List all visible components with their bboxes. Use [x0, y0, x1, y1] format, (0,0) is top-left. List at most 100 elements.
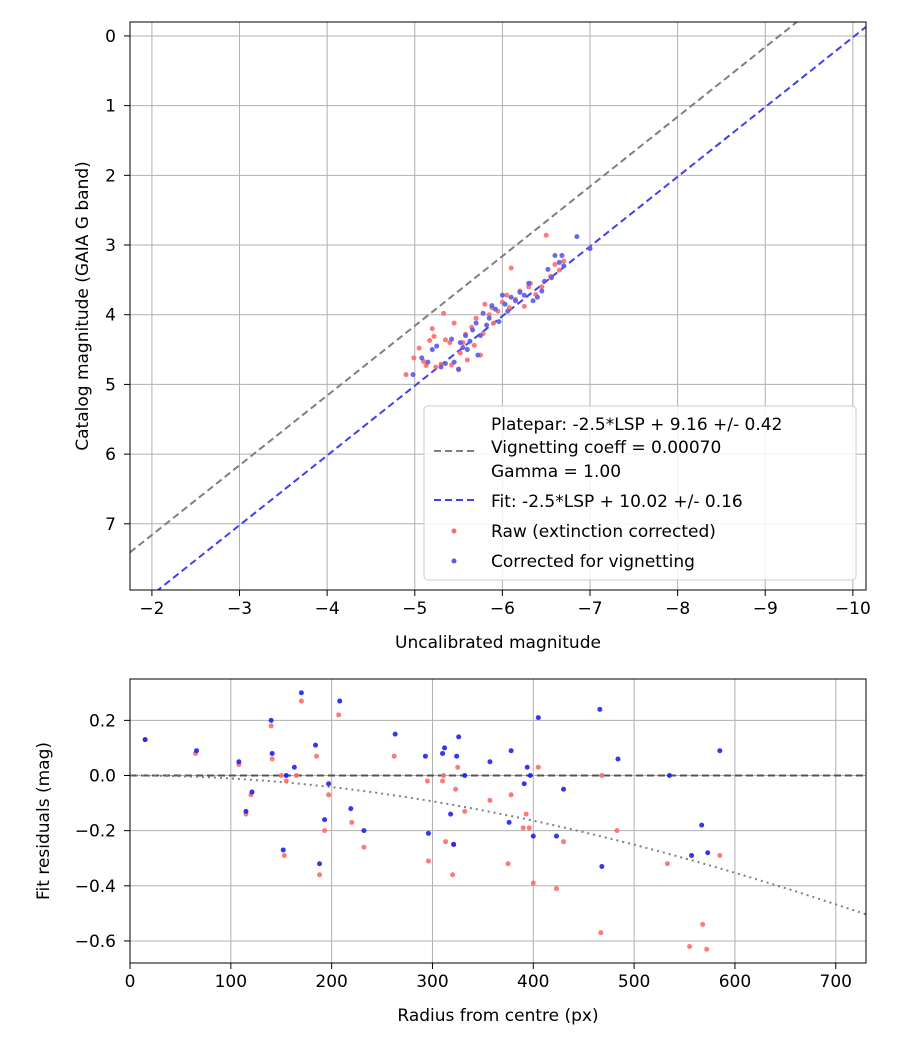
corrected-point [467, 338, 473, 344]
corrected-point [521, 292, 527, 298]
raw-residual-point [293, 773, 299, 779]
corrected-point [480, 310, 486, 316]
corrected-residual-point [506, 819, 512, 825]
raw-residual-point [453, 786, 459, 792]
top-x-tick-label: −2 [139, 599, 164, 619]
corrected-residual-point [280, 847, 286, 853]
corrected-residual-point [298, 690, 304, 696]
raw-residual-point [361, 844, 367, 850]
raw-point [486, 312, 492, 318]
magnitude-calibration-chart: −2 −3 −4 −5 −6 −7 −8 −9 −10 0 1 2 3 4 5 6 7 Uncalibrate… [73, 21, 871, 653]
corrected-residual-point [442, 745, 448, 751]
bottom-x-tick-label: 0 [125, 972, 136, 992]
top-y-tick-label: 3 [105, 236, 116, 256]
bottom-x-tick-label: 300 [416, 972, 448, 992]
raw-point [556, 267, 562, 273]
raw-point [429, 326, 435, 332]
raw-residual-point [269, 756, 275, 762]
bottom-y-tick-label: 0.2 [89, 711, 116, 731]
corrected-point [475, 352, 481, 358]
corrected-point [502, 301, 508, 307]
corrected-residual-point [530, 833, 536, 839]
raw-point [464, 357, 470, 363]
bottom-x-tick-label: 100 [215, 972, 247, 992]
raw-residual-point [391, 753, 397, 759]
corrected-point [561, 263, 567, 269]
raw-residual-point [520, 825, 526, 831]
corrected-residual-point [689, 852, 695, 858]
bottom-y-ticks: 0.2 0.0 −0.2 −0.4 −0.6 [75, 711, 130, 952]
corrected-point [517, 289, 523, 295]
raw-residual-point [614, 828, 620, 834]
corrected-residual-point [527, 773, 533, 779]
raw-residual-point [443, 839, 449, 845]
raw-residual-point [535, 764, 541, 770]
raw-point [442, 337, 448, 343]
bottom-y-tick-label: −0.2 [75, 822, 116, 842]
bottom-y-axis-label: Fit residuals (mag) [34, 742, 54, 900]
bottom-scatter-points [142, 690, 723, 952]
corrected-residual-point [392, 731, 398, 737]
corrected-point [548, 275, 554, 281]
corrected-residual-point [313, 742, 319, 748]
corrected-point [539, 288, 545, 294]
corrected-residual-point [425, 830, 431, 836]
residuals-chart: 0 100 200 300 400 500 600 700 0.2 0.0 −0.2 −0.4 −0.… [34, 678, 867, 1026]
corrected-point [559, 252, 565, 258]
top-scatter-points [403, 232, 593, 378]
top-x-tick-label: −6 [490, 599, 515, 619]
corrected-residual-point [705, 850, 711, 856]
corrected-point [545, 266, 551, 272]
corrected-residual-point [699, 822, 705, 828]
raw-residual-point [462, 808, 468, 814]
bottom-y-tick-label: −0.6 [75, 932, 116, 952]
raw-residual-point [487, 797, 493, 803]
raw-residual-point [704, 946, 710, 952]
corrected-point [473, 320, 479, 326]
raw-residual-point [561, 839, 567, 845]
corrected-residual-point [322, 817, 328, 823]
corrected-residual-point [337, 698, 343, 704]
bottom-x-tick-label: 700 [820, 972, 852, 992]
legend-platepar-label-line2: Vignetting coeff = 0.00070 [491, 438, 721, 458]
corrected-residual-point [615, 756, 621, 762]
corrected-point [470, 327, 476, 333]
corrected-residual-point [561, 786, 567, 792]
top-x-tick-label: −10 [835, 599, 871, 619]
legend-raw-label: Raw (extinction corrected) [491, 522, 716, 542]
corrected-residual-point [451, 841, 457, 847]
raw-point [433, 364, 439, 370]
raw-residual-point [322, 828, 328, 834]
raw-residual-point [508, 792, 514, 798]
raw-point [431, 333, 437, 339]
raw-residual-point [281, 852, 287, 858]
corrected-point [587, 246, 593, 252]
corrected-residual-point [268, 717, 274, 723]
corrected-residual-point [291, 764, 297, 770]
legend: Platepar: -2.5*LSP + 9.16 +/- 0.42 Vigne… [423, 405, 857, 581]
top-x-tick-label: −9 [753, 599, 778, 619]
bottom-x-axis-label: Radius from centre (px) [397, 1006, 598, 1026]
corrected-residual-point [269, 750, 275, 756]
top-y-tick-label: 2 [105, 166, 116, 186]
raw-residual-point [455, 764, 461, 770]
raw-residual-point [268, 723, 274, 729]
corrected-residual-point [521, 781, 527, 787]
legend-platepar-label-line1: Platepar: -2.5*LSP + 9.16 +/- 0.42 [491, 415, 782, 435]
corrected-point [438, 364, 444, 370]
raw-point [508, 265, 514, 271]
corrected-point [556, 259, 562, 265]
corrected-point [486, 315, 492, 321]
corrected-point [419, 355, 425, 361]
corrected-point [541, 278, 547, 284]
corrected-point [534, 294, 540, 300]
raw-residual-point [314, 753, 320, 759]
raw-residual-point [450, 872, 456, 878]
raw-residual-point [664, 861, 670, 867]
corrected-residual-point [456, 734, 462, 740]
raw-point [504, 292, 510, 298]
corrected-point [464, 347, 470, 353]
corrected-point [449, 336, 455, 342]
bottom-x-tick-label: 400 [517, 972, 549, 992]
raw-point [427, 337, 433, 343]
